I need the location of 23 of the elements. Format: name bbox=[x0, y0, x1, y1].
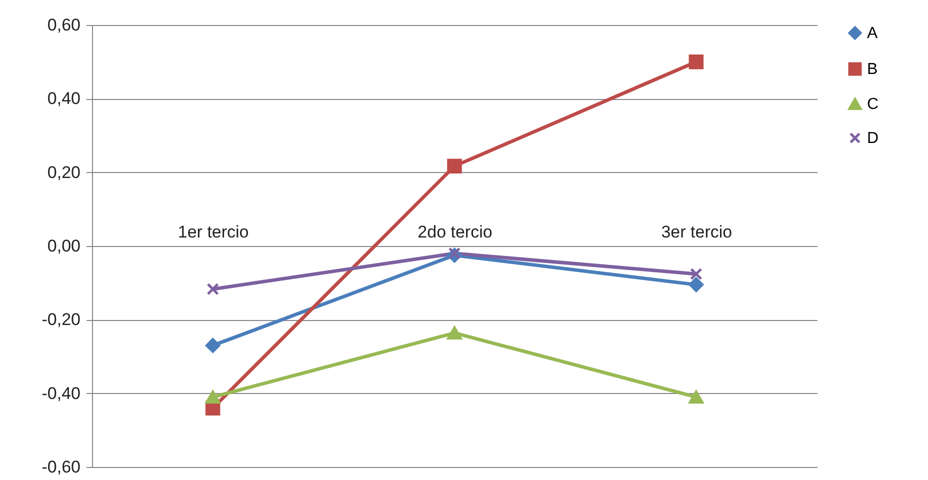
legend-label: A bbox=[867, 25, 878, 42]
y-tick-label: 0,60 bbox=[47, 16, 80, 34]
y-tick-label: 0,00 bbox=[47, 236, 80, 256]
x-tick-label: 3er tercio bbox=[661, 222, 732, 242]
point bbox=[688, 277, 704, 292]
y-tick-label: -0,20 bbox=[42, 310, 80, 330]
point bbox=[205, 390, 220, 404]
x-tick-label: 1er tercio bbox=[178, 222, 249, 242]
point bbox=[447, 326, 462, 340]
point bbox=[205, 338, 220, 353]
point bbox=[206, 282, 219, 296]
point bbox=[688, 390, 704, 404]
point bbox=[688, 54, 704, 70]
legend-label: D bbox=[867, 130, 879, 147]
y-tick-label: 0,20 bbox=[47, 162, 80, 182]
point bbox=[447, 158, 462, 174]
x-tick-label: 2do tercio bbox=[418, 222, 492, 242]
y-tick-label: -0,40 bbox=[42, 384, 80, 403]
point bbox=[690, 268, 702, 280]
y-tick-label: -0,60 bbox=[42, 458, 80, 476]
legend-label: C bbox=[867, 96, 879, 113]
y-tick-label: 0,40 bbox=[47, 89, 80, 108]
legend-label: B bbox=[867, 61, 878, 78]
